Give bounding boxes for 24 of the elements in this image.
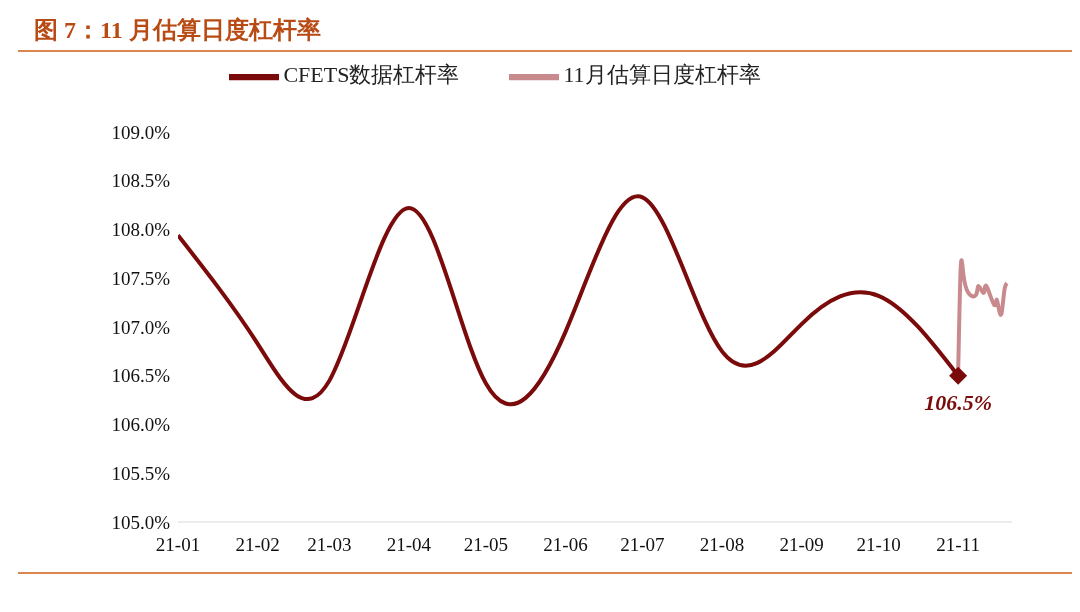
x-tick-label: 21-09	[779, 534, 824, 556]
legend-label: 11月估算日度杠杆率	[563, 62, 761, 88]
y-tick-label: 105.0%	[111, 511, 171, 533]
y-tick-label: 107.0%	[111, 316, 171, 338]
y-tick-label: 106.0%	[111, 414, 171, 436]
y-tick-label: 106.5%	[111, 365, 171, 387]
y-tick-label: 108.5%	[111, 170, 171, 192]
x-tick-label: 21-02	[235, 534, 280, 556]
y-tick-label: 109.0%	[111, 121, 171, 143]
x-tick-label: 21-01	[155, 534, 201, 556]
x-tick-label: 21-06	[543, 534, 588, 556]
x-tick-label: 21-03	[307, 534, 352, 556]
x-tick-label: 21-04	[386, 534, 432, 556]
legend-label: CFETS数据杠杆率	[283, 62, 460, 88]
x-tick-label: 21-08	[699, 534, 745, 556]
x-tick-label: 21-07	[620, 534, 665, 556]
data-label: 106.5%	[924, 389, 993, 415]
x-tick-label: 21-11	[936, 534, 980, 556]
y-tick-label: 107.5%	[111, 267, 171, 289]
x-tick-label: 21-05	[463, 534, 509, 556]
y-tick-label: 108.0%	[111, 219, 171, 241]
y-tick-label: 105.5%	[111, 462, 171, 484]
chart-title: 图 7：11 月估算日度杠杆率	[33, 16, 322, 45]
x-tick-label: 21-10	[856, 534, 901, 556]
